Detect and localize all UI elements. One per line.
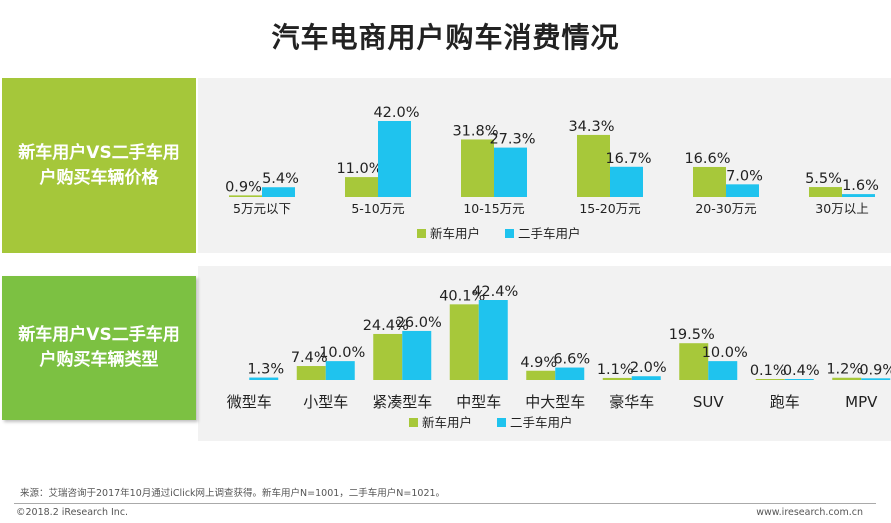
bar: [478, 300, 508, 380]
data-label: 16.7%: [605, 151, 651, 167]
bar: [809, 187, 842, 197]
category-label: 豪华车: [609, 393, 654, 411]
category-label: 小型车: [303, 393, 348, 411]
legend-label: 二手车用户: [518, 226, 581, 241]
bar: [610, 166, 643, 197]
category-label: 5-10万元: [351, 201, 404, 216]
data-label: 10.0%: [319, 345, 365, 361]
bar: [784, 379, 814, 380]
bar: [449, 304, 479, 380]
category-label: 中型车: [456, 393, 501, 411]
category-label: 中大型车: [525, 393, 585, 411]
data-label: 1.1%: [597, 362, 634, 378]
data-label: 1.3%: [247, 362, 284, 378]
bar: [461, 139, 494, 197]
bar: [325, 361, 355, 380]
data-label: 27.3%: [489, 132, 535, 148]
legend-swatch: [505, 229, 514, 238]
data-label: 0.4%: [783, 363, 820, 379]
category-label: 10-15万元: [463, 201, 524, 216]
bar: [494, 147, 527, 197]
bar: [602, 377, 632, 380]
legend-swatch: [497, 418, 506, 427]
data-label: 19.5%: [669, 327, 715, 343]
bar: [378, 121, 411, 197]
data-label: 4.9%: [520, 355, 557, 371]
category-label: 微型车: [227, 393, 272, 411]
bar: [832, 377, 862, 380]
category-label: 15-20万元: [579, 201, 640, 216]
data-label: 1.6%: [842, 178, 879, 194]
data-label: 0.1%: [750, 363, 787, 379]
legend-label: 新车用户: [430, 226, 480, 241]
bar: [229, 195, 262, 197]
category-label: SUV: [693, 393, 725, 411]
legend-label: 新车用户: [422, 415, 472, 430]
bar: [679, 343, 709, 380]
website: www.iresearch.com.cn: [756, 507, 863, 518]
data-label: 24.4%: [363, 318, 409, 334]
page-title: 汽车电商用户购车消费情况: [271, 21, 620, 54]
data-label: 42.0%: [373, 105, 419, 121]
bar: [577, 134, 610, 197]
data-label: 0.9%: [859, 362, 891, 378]
chart-panel-type: [198, 266, 891, 441]
data-label: 7.4%: [291, 350, 328, 366]
bar: [402, 330, 432, 380]
data-label: 2.0%: [630, 360, 667, 376]
bar: [631, 376, 661, 380]
category-label: MPV: [845, 393, 878, 411]
category-label: 20-30万元: [695, 201, 756, 216]
data-label: 31.8%: [452, 123, 498, 139]
bar: [373, 333, 403, 380]
legend-swatch: [417, 229, 426, 238]
category-label: 5万元以下: [233, 201, 291, 216]
bar: [296, 366, 326, 380]
data-label: 10.0%: [702, 345, 748, 361]
data-label: 1.2%: [826, 362, 863, 378]
category-label: 跑车: [770, 393, 800, 411]
bar: [708, 361, 738, 380]
data-label: 34.3%: [568, 119, 614, 135]
category-label: 30万以上: [815, 201, 868, 216]
data-label: 6.6%: [553, 352, 590, 368]
data-label: 42.4%: [472, 284, 518, 300]
bar: [526, 370, 556, 380]
legend-label: 二手车用户: [510, 415, 573, 430]
data-label: 7.0%: [726, 168, 763, 184]
source-note: 来源：艾瑞咨询于2017年10月通过iClick网上调查获得。新车用户N=100…: [20, 488, 446, 499]
bar: [555, 367, 585, 380]
bar: [693, 166, 726, 197]
bar: [842, 194, 875, 197]
bar: [262, 187, 295, 197]
section-label-price: 新车用户VS二手车用户购买车辆价格: [2, 78, 196, 253]
section-label-type: 新车用户VS二手车用户购买车辆类型: [2, 276, 196, 420]
data-label: 26.0%: [396, 315, 442, 331]
data-label: 0.9%: [225, 179, 262, 195]
footer-divider: [14, 503, 876, 504]
data-label: 5.5%: [805, 171, 842, 187]
category-label: 紧凑型车: [372, 393, 432, 411]
data-label: 5.4%: [262, 171, 299, 187]
chart-panel-price: [198, 78, 891, 253]
bar: [249, 377, 279, 380]
data-label: 16.6%: [684, 151, 730, 167]
data-label: 11.0%: [336, 161, 382, 177]
bar: [726, 184, 759, 197]
copyright: ©2018.2 iResearch Inc.: [16, 507, 129, 518]
data-label: 40.1%: [439, 288, 485, 304]
legend-swatch: [409, 418, 418, 427]
bar: [755, 379, 785, 380]
bar: [861, 378, 891, 380]
bar: [345, 177, 378, 197]
